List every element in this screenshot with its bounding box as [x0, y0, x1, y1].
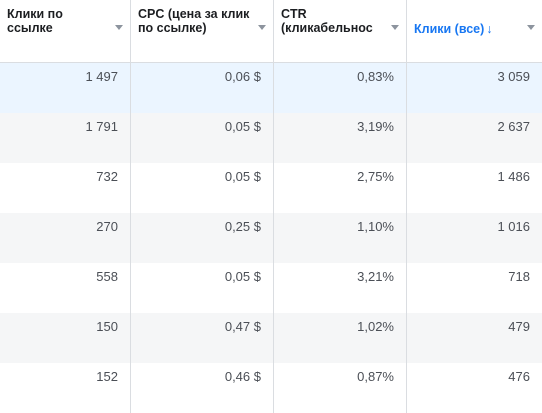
- table-row[interactable]: 150 0,47 $1,02% 479: [0, 313, 542, 363]
- table-row[interactable]: 558 0,05 $3,21% 718: [0, 263, 542, 313]
- table-cell: 0,05 $: [131, 263, 274, 313]
- chevron-down-icon[interactable]: [258, 25, 266, 30]
- column-header-label: CPC (цена за клик по ссылке): [138, 7, 250, 35]
- table-cell: 1,10%: [274, 213, 407, 263]
- table-cell: 558: [0, 263, 131, 313]
- table-row[interactable]: 152 0,46 $0,87% 476: [0, 363, 542, 413]
- table-cell: 0,46 $: [131, 363, 274, 413]
- table-row[interactable]: 732 0,05 $2,75% 1 486: [0, 163, 542, 213]
- column-header-cpc[interactable]: CPC (цена за клик по ссылке): [131, 0, 274, 62]
- table-cell: 0,05 $: [131, 163, 274, 213]
- table-cell: 2,75%: [274, 163, 407, 213]
- table-row[interactable]: 270 0,25 $1,10% 1 016: [0, 213, 542, 263]
- column-header-label: Клики по ссылке: [7, 7, 63, 35]
- table-cell: 718: [508, 269, 530, 284]
- table-cell: 0,47 $: [131, 313, 274, 363]
- table-cell: 0,06 $: [131, 63, 274, 113]
- table-cell: 0,05 $: [131, 113, 274, 163]
- table-cell: 2 637: [497, 119, 530, 134]
- table-cell: 1 497: [0, 63, 131, 113]
- sort-arrow-icon: ↓: [486, 22, 493, 36]
- table-cell: 3,21%: [274, 263, 407, 313]
- table-cell: 476: [508, 369, 530, 384]
- column-header-link-clicks[interactable]: Клики по ссылке: [0, 0, 131, 62]
- table-cell: 270: [0, 213, 131, 263]
- table-cell: 1 486: [497, 169, 530, 184]
- table-header: Клики по ссылке CPC (цена за клик по ссы…: [0, 0, 542, 63]
- table-cell: 152: [0, 363, 131, 413]
- chevron-down-icon[interactable]: [391, 25, 399, 30]
- table-cell: 150: [0, 313, 131, 363]
- table-body: 1 497 0,06 $0,83% 3 059 1 791 0,05 $3,19% 2 6…: [0, 63, 542, 413]
- table-cell: 0,87%: [274, 363, 407, 413]
- table-cell: 3,19%: [274, 113, 407, 163]
- table-row[interactable]: 1 497 0,06 $0,83% 3 059: [0, 63, 542, 113]
- chevron-down-icon[interactable]: [115, 25, 123, 30]
- column-header-label: Клики (все) ↓: [414, 22, 493, 36]
- table-row[interactable]: 1 791 0,05 $3,19% 2 637: [0, 113, 542, 163]
- table-cell: 3 059: [497, 69, 530, 84]
- table-cell: 1 016: [497, 219, 530, 234]
- column-header-label: CTR (кликабельнос: [281, 7, 373, 35]
- table-cell: 1 791: [0, 113, 131, 163]
- table-cell: 732: [0, 163, 131, 213]
- table-cell: 0,25 $: [131, 213, 274, 263]
- table-cell: 479: [508, 319, 530, 334]
- chevron-down-icon[interactable]: [527, 25, 535, 30]
- table-cell: 1,02%: [274, 313, 407, 363]
- table-cell: 0,83%: [274, 63, 407, 113]
- column-header-ctr[interactable]: CTR (кликабельнос: [274, 0, 407, 62]
- column-header-all-clicks[interactable]: Клики (все) ↓: [407, 0, 542, 62]
